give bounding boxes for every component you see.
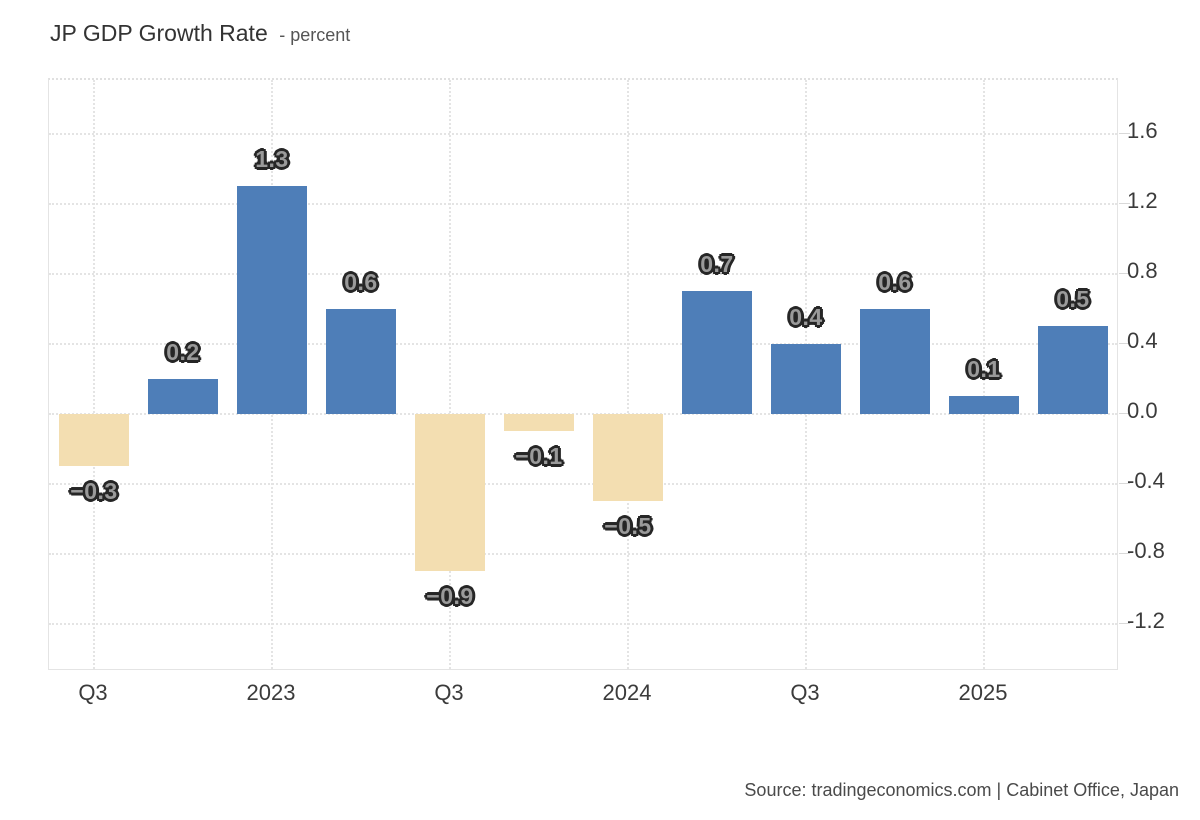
y-axis-tick bbox=[1119, 553, 1130, 554]
bar-value-label: 0.6 bbox=[878, 268, 912, 295]
bar-value-label: 0.7 bbox=[700, 251, 734, 277]
y-tick-label: 0.0 bbox=[1127, 397, 1158, 423]
bar-value-label: 0.2 bbox=[166, 338, 200, 365]
v-gridline bbox=[449, 80, 451, 669]
y-axis-tick bbox=[1119, 623, 1130, 624]
bar-value-label: −0.1 bbox=[515, 443, 563, 469]
y-axis-tick bbox=[1119, 203, 1130, 204]
bar[interactable] bbox=[504, 413, 574, 431]
chart-subtitle-unit: - percent bbox=[279, 25, 351, 45]
y-axis-tick bbox=[1119, 483, 1130, 484]
bar[interactable] bbox=[1038, 326, 1108, 414]
v-gridline bbox=[93, 80, 95, 669]
x-tick-label: Q3 bbox=[434, 680, 464, 705]
y-tick-label: -0.4 bbox=[1127, 467, 1165, 493]
bar[interactable] bbox=[59, 413, 129, 466]
bar-value-label: 0.6 bbox=[344, 268, 378, 295]
h-gridline bbox=[49, 412, 1117, 415]
bar-value-label: 0.1 bbox=[967, 356, 1001, 382]
bar[interactable] bbox=[415, 413, 485, 571]
h-gridline bbox=[49, 482, 1117, 485]
y-tick-label: -0.8 bbox=[1127, 537, 1165, 563]
y-tick-label: -1.2 bbox=[1127, 607, 1165, 633]
bar[interactable] bbox=[326, 308, 396, 414]
h-gridline bbox=[49, 622, 1117, 625]
h-gridline bbox=[49, 132, 1117, 135]
bar[interactable] bbox=[682, 291, 752, 414]
bar-value-label: 1.3 bbox=[255, 146, 289, 172]
bar[interactable] bbox=[148, 378, 218, 414]
x-tick-label: Q3 bbox=[78, 680, 108, 705]
bar[interactable] bbox=[237, 186, 307, 414]
bar[interactable] bbox=[771, 343, 841, 414]
h-gridline bbox=[49, 272, 1117, 275]
v-gridline bbox=[627, 80, 629, 669]
y-tick-label: 1.2 bbox=[1127, 187, 1158, 213]
h-gridline bbox=[49, 552, 1117, 555]
y-axis-tick bbox=[1119, 343, 1130, 344]
bar[interactable] bbox=[593, 413, 663, 501]
y-tick-label: 0.8 bbox=[1127, 257, 1158, 283]
h-gridline bbox=[49, 342, 1117, 345]
source-attribution: Source: tradingeconomics.com | Cabinet O… bbox=[744, 780, 1179, 800]
bar-value-label: −0.9 bbox=[426, 583, 474, 609]
chart-title-row: JP GDP Growth Rate - percent bbox=[50, 20, 350, 47]
bar[interactable] bbox=[860, 308, 930, 414]
x-tick-label: Q3 bbox=[790, 680, 820, 705]
bar-value-label: 0.5 bbox=[1056, 286, 1090, 312]
x-tick-label: 2025 bbox=[958, 680, 1008, 705]
x-tick-label: 2024 bbox=[602, 680, 652, 705]
bar[interactable] bbox=[949, 396, 1019, 414]
y-axis-tick bbox=[1119, 133, 1130, 134]
y-axis-tick bbox=[1119, 273, 1130, 274]
y-tick-label: 1.6 bbox=[1127, 117, 1158, 143]
chart-title: JP GDP Growth Rate bbox=[50, 20, 268, 46]
y-tick-label: 0.4 bbox=[1127, 327, 1158, 353]
v-gridline bbox=[983, 80, 985, 669]
bar-value-label: 0.4 bbox=[789, 303, 823, 330]
plot-area: −0.3 0.2 1.3 0.6 −0.9 −0.1 −0.5 0.7 0.4 0.6 0.1 0.5 bbox=[48, 78, 1130, 670]
x-tick-label: 2023 bbox=[246, 680, 296, 705]
bar-value-label: −0.5 bbox=[604, 513, 652, 539]
y-axis-tick bbox=[1119, 413, 1130, 414]
bar-value-label: −0.3 bbox=[70, 478, 118, 504]
h-gridline bbox=[49, 202, 1117, 205]
